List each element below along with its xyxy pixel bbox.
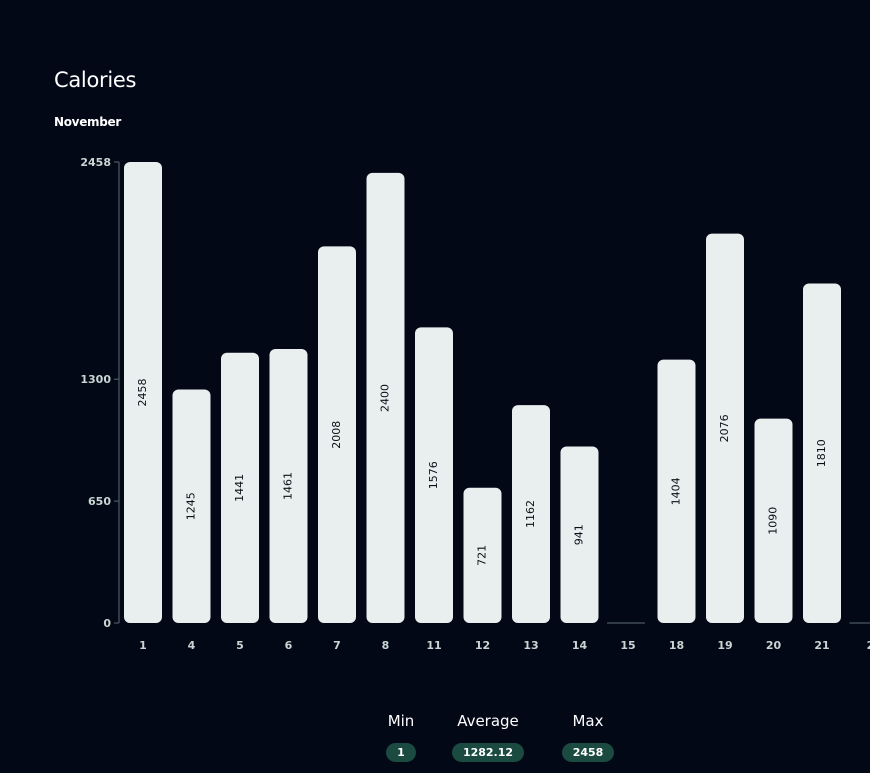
bar xyxy=(803,283,841,623)
bar-value-label: 941 xyxy=(573,524,586,545)
y-tick-label: 2458 xyxy=(80,156,111,169)
stat-average-label: Average xyxy=(457,712,519,730)
x-tick-label: 7 xyxy=(333,639,341,652)
bar xyxy=(463,487,502,623)
bar xyxy=(754,418,793,623)
stat-average: Average 1282.12 xyxy=(448,712,528,762)
bar xyxy=(221,352,259,623)
bar-value-label: 1441 xyxy=(233,474,246,502)
x-tick-label: 13 xyxy=(523,639,538,652)
x-tick-label: 8 xyxy=(382,639,390,652)
bar-value-label: 2008 xyxy=(330,421,343,449)
bar xyxy=(560,446,599,623)
stat-average-value: 1282.12 xyxy=(451,743,525,762)
x-tick-label: 21 xyxy=(814,639,829,652)
x-tick-label: 2 xyxy=(867,639,870,652)
bar-value-label: 2076 xyxy=(718,414,731,442)
x-tick-label: 12 xyxy=(475,639,490,652)
bar xyxy=(415,327,453,623)
bar xyxy=(657,359,696,623)
chart-title: Calories xyxy=(54,68,137,92)
bar-value-label: 1404 xyxy=(670,477,683,505)
stat-min-label: Min xyxy=(387,712,415,730)
bar-value-label: 1461 xyxy=(282,472,295,500)
bar xyxy=(366,172,405,624)
bar-value-label: 1810 xyxy=(815,439,828,467)
chart-subtitle: November xyxy=(54,115,121,129)
x-tick-label: 11 xyxy=(426,639,441,652)
x-tick-label: 15 xyxy=(620,639,635,652)
y-tick-label: 650 xyxy=(88,495,111,508)
bar xyxy=(706,233,744,624)
x-tick-label: 1 xyxy=(139,639,147,652)
y-tick-label: 0 xyxy=(103,617,111,630)
bar xyxy=(318,246,356,623)
stats-panel: Min 1 Average 1282.12 Max 2458 xyxy=(0,712,870,773)
bar xyxy=(512,405,550,623)
bar-value-label: 2400 xyxy=(379,384,392,412)
x-tick-label: 19 xyxy=(717,639,732,652)
x-tick-label: 18 xyxy=(669,639,684,652)
bar-value-label: 1576 xyxy=(427,461,440,489)
stat-max: Max 2458 xyxy=(555,712,621,762)
bar xyxy=(124,162,162,623)
bar xyxy=(269,348,308,623)
x-tick-label: 4 xyxy=(188,639,196,652)
bar-chart: 2458 1300 650 0 2458 1 1245 4 1441 5 1461 6 2008 7 240… xyxy=(80,156,870,652)
stat-min-value: 1 xyxy=(386,743,416,762)
bar-value-label: 1090 xyxy=(767,507,780,535)
bar-value-label: 1162 xyxy=(524,500,537,528)
stat-max-label: Max xyxy=(572,712,604,730)
bar xyxy=(172,389,211,623)
bar-value-label: 2458 xyxy=(136,379,149,407)
stat-min: Min 1 xyxy=(373,712,429,762)
y-tick-label: 1300 xyxy=(80,373,111,386)
x-tick-label: 5 xyxy=(236,639,244,652)
bar-value-label: 721 xyxy=(476,545,489,566)
x-tick-label: 20 xyxy=(766,639,782,652)
bar-value-label: 1245 xyxy=(185,492,198,520)
x-tick-label: 14 xyxy=(572,639,588,652)
stat-max-value: 2458 xyxy=(561,743,615,762)
x-tick-label: 6 xyxy=(285,639,293,652)
